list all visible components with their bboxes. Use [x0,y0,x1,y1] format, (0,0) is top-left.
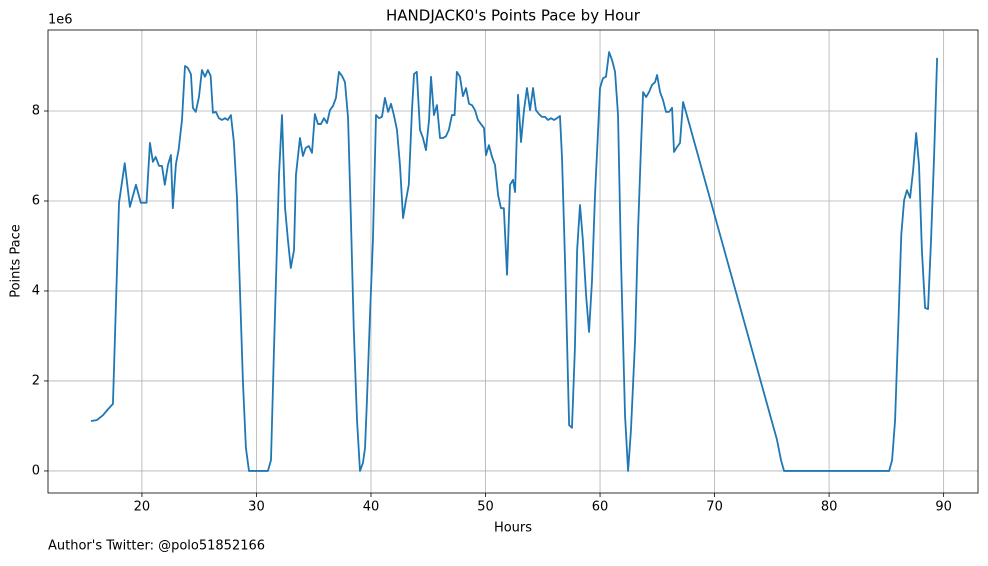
y-tick-label: 0 [32,463,40,478]
x-tick-label: 70 [706,500,723,515]
x-tick-label: 90 [935,500,952,515]
x-tick-label: 80 [821,500,838,515]
chart-title: HANDJACK0's Points Pace by Hour [386,7,641,25]
y-tick-label: 4 [32,283,40,298]
x-tick-label: 30 [248,500,265,515]
x-tick-label: 40 [363,500,380,515]
plot-frame [47,29,979,494]
data-line [90,51,939,472]
y-offset-label: 1e6 [48,13,73,28]
y-tick-label: 6 [32,193,40,208]
x-tick-label: 60 [592,500,609,515]
y-tick-label: 8 [32,103,40,118]
y-axis-label: Points Pace [9,224,24,298]
x-tick-label: 20 [134,500,151,515]
x-axis-label: Hours [494,521,532,536]
y-tick-label: 2 [32,373,40,388]
footer: Author's Twitter: @polo51852166 [48,539,265,554]
x-tick-label: 50 [477,500,494,515]
